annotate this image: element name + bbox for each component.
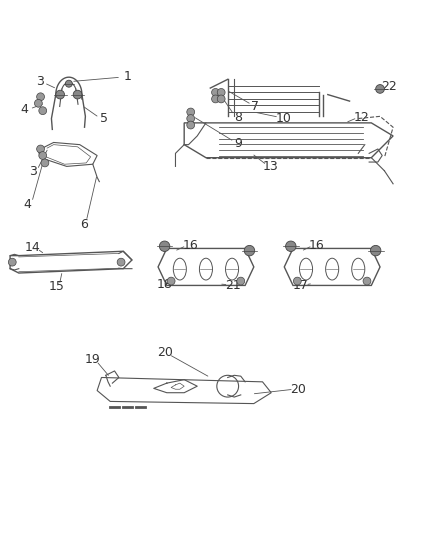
Text: 22: 22 [381,80,397,93]
Text: 16: 16 [309,239,325,252]
Text: 4: 4 [24,198,32,211]
Text: 15: 15 [49,280,65,294]
Circle shape [39,107,47,115]
Circle shape [187,121,194,129]
Circle shape [73,90,82,99]
Circle shape [363,277,371,285]
Circle shape [8,258,16,266]
Circle shape [187,108,194,116]
Circle shape [217,88,225,96]
Text: 3: 3 [36,76,44,88]
Circle shape [371,245,381,256]
Text: 13: 13 [262,160,278,173]
Circle shape [159,241,170,252]
Circle shape [376,85,385,93]
Text: 14: 14 [25,241,41,254]
Text: 9: 9 [234,137,242,150]
Circle shape [37,93,45,101]
Text: 7: 7 [251,100,259,113]
Text: 19: 19 [85,353,101,366]
Circle shape [212,88,219,96]
Circle shape [37,145,45,153]
Circle shape [56,90,64,99]
Circle shape [41,159,49,167]
Text: 17: 17 [293,279,309,292]
Circle shape [217,95,225,103]
Circle shape [167,277,175,285]
Text: 4: 4 [20,103,28,116]
Circle shape [286,241,296,252]
Circle shape [237,277,245,285]
Circle shape [39,151,47,159]
Circle shape [244,245,254,256]
Text: 10: 10 [276,111,292,125]
Text: 21: 21 [226,279,241,292]
Text: 18: 18 [157,278,173,291]
Text: 3: 3 [29,165,37,178]
Circle shape [35,99,42,107]
Text: 5: 5 [100,112,108,125]
Text: 1: 1 [124,70,131,83]
Circle shape [293,277,301,285]
Circle shape [187,115,194,123]
Circle shape [65,80,72,87]
Text: 20: 20 [290,383,306,395]
Text: 16: 16 [183,239,198,252]
Circle shape [117,258,125,266]
Text: 8: 8 [234,111,242,124]
Text: 20: 20 [157,346,173,359]
Text: 12: 12 [354,111,370,124]
Circle shape [212,95,219,103]
Text: 6: 6 [80,218,88,231]
